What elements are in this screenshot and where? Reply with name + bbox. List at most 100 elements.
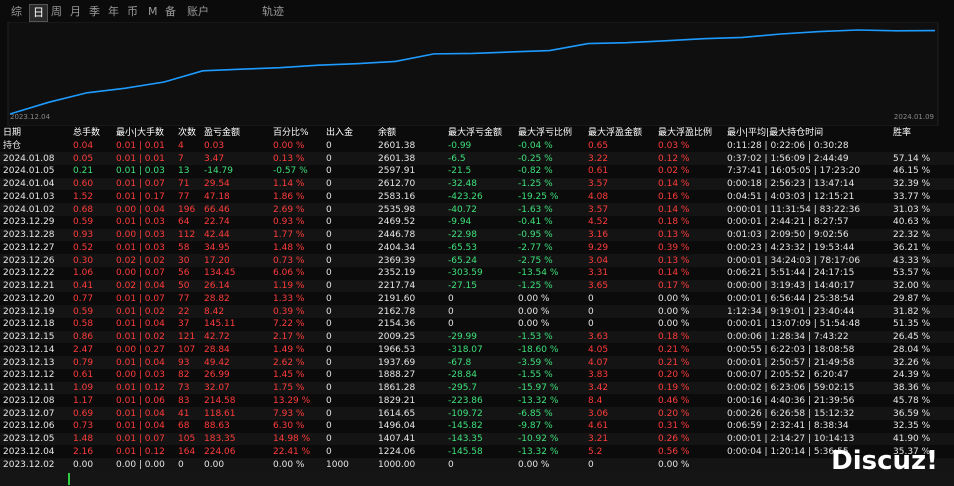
table-cell: 0.41: [73, 281, 94, 291]
table-cell: 22.74: [204, 217, 230, 228]
table-cell: 0: [326, 179, 332, 189]
table-row: [0, 190, 954, 204]
tab[interactable]: 日: [29, 4, 48, 22]
table-cell: 66.46: [204, 204, 230, 215]
table-cell: 3.31: [588, 268, 609, 279]
table-cell: 22.41 %: [273, 446, 311, 457]
table-row: [0, 215, 954, 229]
table-cell: -18.60 %: [518, 344, 559, 355]
table-cell: 0.13 %: [658, 230, 690, 240]
table-cell: 4: [178, 140, 184, 151]
table-cell: 0.03: [204, 140, 225, 151]
table-cell: 0: [326, 306, 332, 317]
table-cell: 13.29 %: [273, 395, 311, 406]
table-cell: 3.22: [588, 153, 609, 164]
table-cell: 6.06 %: [273, 268, 305, 279]
tab[interactable]: 年: [108, 5, 119, 18]
column-header: 最大浮亏金额: [448, 128, 503, 138]
table-cell: 1614.65: [378, 408, 416, 419]
table-cell: 24.39 %: [893, 370, 931, 381]
table-cell: 0.59: [73, 217, 94, 228]
table-cell: -13.32 %: [518, 446, 559, 457]
table-cell: 32.35 %: [893, 421, 931, 432]
table-cell: 2583.16: [378, 191, 416, 202]
column-header: 胜率: [893, 128, 912, 138]
table-cell: 持仓: [3, 140, 22, 151]
table-cell: 8.4: [588, 395, 603, 406]
table-cell: 0.00 | 0.03: [116, 230, 165, 240]
table-cell: 68: [178, 421, 190, 432]
table-cell: -0.41 %: [518, 217, 553, 228]
table-cell: 0.21 %: [658, 344, 690, 355]
table-cell: 28.82: [204, 293, 230, 304]
table-cell: 38.36 %: [893, 383, 931, 393]
table-cell: 2024.01.05: [3, 166, 55, 177]
table-cell: 0: [326, 332, 332, 342]
table-cell: 1.77 %: [273, 230, 305, 240]
table-cell: -9.87 %: [518, 421, 553, 432]
tab[interactable]: 账户: [187, 5, 209, 18]
table-cell: 1.06: [73, 268, 94, 279]
table-cell: 0.56 %: [658, 446, 690, 457]
tab[interactable]: M: [148, 5, 158, 18]
table-cell: 0: [326, 204, 332, 215]
table-cell: 57.14 %: [893, 153, 931, 164]
table-cell: 214.58: [204, 395, 236, 406]
table-cell: 2535.98: [378, 204, 416, 215]
table-cell: 0:00:26 | 6:26:58 | 15:12:32: [727, 408, 855, 419]
table-cell: 26.14: [204, 281, 230, 291]
table-cell: 183.35: [204, 434, 236, 444]
table-row: [0, 241, 954, 255]
column-header: 最大浮盈比例: [658, 128, 713, 138]
table-cell: 0.02 | 0.04: [116, 281, 165, 291]
table-cell: 3.06: [588, 408, 609, 419]
table-cell: -0.99: [448, 140, 472, 151]
table-row: [0, 164, 954, 178]
table-cell: -0.57 %: [273, 166, 308, 177]
table-cell: 32.07: [204, 383, 230, 393]
tab[interactable]: 季: [89, 5, 100, 18]
tab[interactable]: 币: [127, 5, 138, 18]
tab[interactable]: 综: [11, 5, 22, 18]
table-cell: 42.72: [204, 332, 230, 342]
table-cell: 36.59 %: [893, 408, 931, 419]
table-cell: 3.42: [588, 383, 609, 393]
table-cell: 7.93 %: [273, 408, 305, 419]
table-cell: 0.01 | 0.02: [116, 306, 165, 317]
table-cell: -32.48: [448, 179, 478, 189]
tab[interactable]: 轨迹: [262, 5, 284, 18]
table-cell: 0: [326, 408, 332, 419]
table-cell: 7: [178, 153, 184, 164]
table-cell: 6.30 %: [273, 421, 305, 432]
table-cell: 0:00:55 | 6:22:03 | 18:08:58: [727, 344, 855, 355]
tab[interactable]: 备: [165, 5, 176, 18]
table-cell: 2154.36: [378, 319, 416, 330]
table-cell: 7:37:41 | 16:05:05 | 17:23:20: [727, 166, 861, 177]
start-date: 2023.12.04: [10, 113, 51, 121]
table-cell: 0.00 %: [518, 293, 550, 304]
table-row: [0, 394, 954, 408]
column-header: 最大浮亏比例: [518, 128, 573, 138]
table-cell: -28.84: [448, 370, 478, 381]
table-cell: -9.94: [448, 217, 472, 228]
table-cell: 28.04 %: [893, 344, 931, 355]
table-cell: 32.00 %: [893, 281, 931, 291]
table-cell: 0:00:01 | 2:44:21 | 8:27:57: [727, 217, 849, 228]
table-cell: 0:00:01 | 11:31:54 | 83:22:36: [727, 204, 861, 215]
table-cell: 1.86 %: [273, 191, 305, 202]
table-cell: 2023.12.08: [3, 395, 55, 406]
table-cell: 0.01 | 0.04: [116, 421, 165, 432]
tab[interactable]: 周: [51, 5, 62, 18]
table-cell: 0:00:00 | 3:19:43 | 14:40:17: [727, 281, 855, 291]
table-cell: 1.33 %: [273, 293, 305, 304]
table-row: [0, 330, 954, 344]
watermark: Discuz!: [831, 446, 938, 476]
tab[interactable]: 月: [70, 5, 81, 18]
column-header: 盈亏金额: [204, 128, 241, 138]
equity-line: [9, 29, 936, 115]
table-cell: 0.30: [73, 255, 94, 266]
table-cell: 0.19 %: [658, 383, 690, 393]
table-cell: 164: [178, 446, 196, 457]
table-cell: 0.61: [73, 370, 94, 381]
column-header: 出入金: [326, 128, 354, 138]
